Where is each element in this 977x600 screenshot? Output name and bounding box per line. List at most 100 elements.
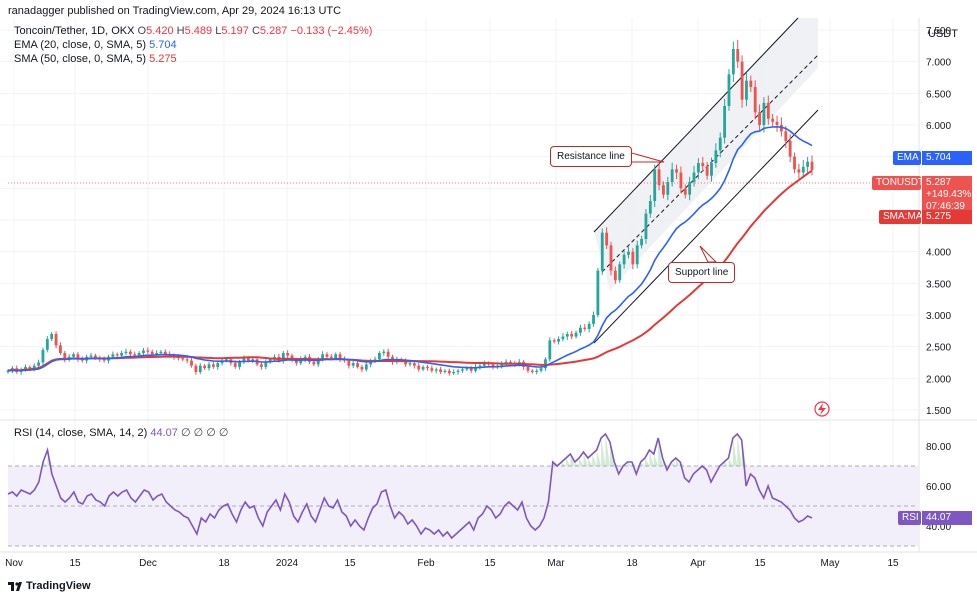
candle-body <box>408 363 412 365</box>
symbol-legend[interactable]: Toncoin/Tether, 1D, OKX O5.420 H5.489 L5… <box>14 25 372 37</box>
sma-legend[interactable]: SMA (50, close, 0, SMA, 5) 5.275 <box>14 53 177 65</box>
time-tick-label: 15 <box>887 558 899 569</box>
high-value: 5.489 <box>184 25 213 37</box>
ema-legend-label: EMA (20, close, 0, SMA, 5) <box>14 39 147 51</box>
candle-body <box>640 239 643 246</box>
candle-body <box>281 353 285 361</box>
candle-body <box>727 74 731 106</box>
candle-body <box>565 334 569 337</box>
candle-body <box>225 359 228 361</box>
candle-body <box>592 315 595 324</box>
candle-body <box>24 366 27 370</box>
rsi-legend-label: RSI (14, close, SMA, 14, 2) <box>14 427 148 439</box>
sma-tag-name: SMA:MA <box>879 210 922 224</box>
candle-body <box>203 365 207 369</box>
ton-tag-name: TONUSDT <box>872 176 924 190</box>
candle-body <box>648 201 652 214</box>
candle-body <box>6 370 10 373</box>
time-tick-label: Dec <box>139 558 157 569</box>
ascending-channel-fill <box>594 18 818 290</box>
candle-body <box>801 166 805 173</box>
candle-body <box>111 354 115 357</box>
ema-20-line <box>7 125 813 372</box>
candle-body <box>762 102 766 125</box>
candle-body <box>793 156 796 170</box>
candle-body <box>155 353 158 355</box>
ema-legend[interactable]: EMA (20, close, 0, SMA, 5) 5.704 <box>14 39 177 51</box>
candle-body <box>675 169 678 173</box>
candle-body <box>93 355 97 359</box>
rsi-legend[interactable]: RSI (14, close, SMA, 14, 2) 44.07 ∅ ∅ ∅ … <box>14 426 228 439</box>
price-tick-label: 6.000 <box>926 121 951 132</box>
candle-body <box>587 323 591 329</box>
sma-legend-label: SMA (50, close, 0, SMA, 5) <box>14 53 147 65</box>
candle-body <box>63 353 67 360</box>
candle-body <box>443 370 447 372</box>
candle-body <box>526 366 530 371</box>
candle-body <box>723 106 727 138</box>
candle-body <box>72 354 75 357</box>
candle-body <box>784 131 788 141</box>
open-label: O <box>137 25 147 37</box>
candle-body <box>570 334 574 337</box>
candle-body <box>150 351 154 355</box>
candle-body <box>806 161 810 167</box>
candlestick-series <box>6 39 814 376</box>
tradingview-brand[interactable]: TradingView <box>8 580 91 592</box>
candle-body <box>627 251 630 255</box>
candle-body <box>609 245 613 271</box>
candle-body <box>351 363 355 366</box>
candle-body <box>710 163 713 176</box>
candle-body <box>561 336 565 340</box>
candle-body <box>666 182 670 195</box>
candle-body <box>596 270 600 315</box>
time-tick-label: Mar <box>547 558 565 569</box>
candle-body <box>670 169 674 182</box>
candle-body <box>207 364 211 369</box>
candle-body <box>548 340 552 360</box>
candle-body <box>76 354 80 360</box>
candle-body <box>334 354 338 359</box>
candle-body <box>509 361 512 364</box>
ema-tag-name: EMA <box>893 151 921 165</box>
candle-body <box>32 365 36 369</box>
candle-body <box>478 365 482 367</box>
candle-body <box>430 368 434 371</box>
candle-body <box>238 361 241 367</box>
rsi-overbought-fill <box>43 434 747 466</box>
time-tick-label: 15 <box>754 558 766 569</box>
candle-body <box>456 370 460 372</box>
candle-body <box>465 368 469 370</box>
candle-body <box>404 360 408 365</box>
candle-body <box>688 182 692 195</box>
candle-body <box>600 232 604 271</box>
candle-body <box>482 363 486 366</box>
candle-body <box>775 121 779 125</box>
candle-body <box>120 353 124 356</box>
candle-body <box>181 358 185 360</box>
time-tick-label: 15 <box>69 558 81 569</box>
candle-body <box>382 351 386 353</box>
candle-body <box>312 361 316 365</box>
resistance-trendline <box>593 17 799 233</box>
candle-body <box>692 172 696 182</box>
candle-body <box>373 359 377 361</box>
candle-body <box>59 345 62 353</box>
candle-body <box>102 359 106 361</box>
price-tick-label: 4.000 <box>926 248 951 259</box>
open-value: 5.420 <box>146 25 174 37</box>
candle-body <box>771 118 775 122</box>
candle-body <box>268 359 272 362</box>
candle-body <box>657 169 661 186</box>
candle-body <box>89 355 93 357</box>
candle-body <box>325 354 329 357</box>
candle-body <box>552 340 556 342</box>
candle-body <box>535 370 539 372</box>
rsi-tag-value: 44.07 <box>922 511 972 525</box>
candle-body <box>635 245 639 265</box>
candle-body <box>439 369 442 372</box>
lightning-icon[interactable] <box>814 401 830 417</box>
sma-tag-value: 5.275 <box>922 210 972 224</box>
rsi-line <box>7 432 813 540</box>
